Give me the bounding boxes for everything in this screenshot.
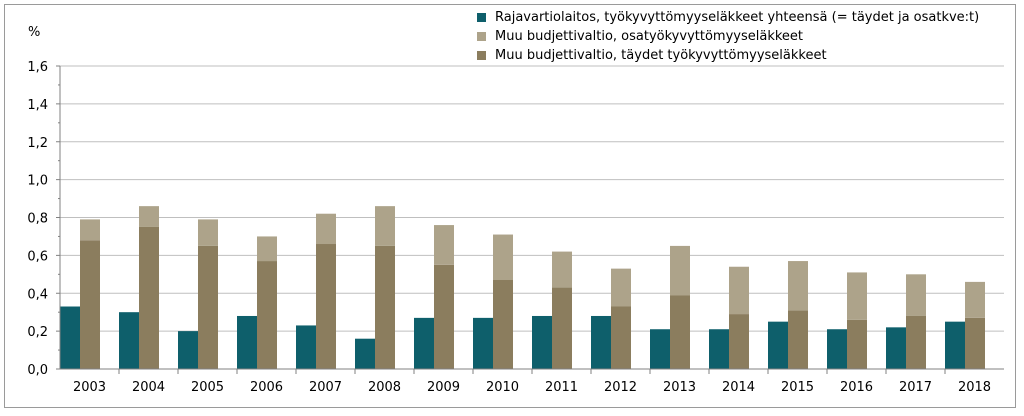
y-tick-label: 0,8 <box>27 212 48 227</box>
bar-2012-taydet <box>611 306 631 369</box>
x-tick-label: 2011 <box>545 380 578 395</box>
bar-2010-taydet <box>493 279 513 369</box>
bar-2008-taydet <box>375 245 395 369</box>
bar-2016-taydet <box>847 319 867 369</box>
bar-2013-rajavartiolaitos <box>650 329 670 369</box>
y-tick-label: 1,0 <box>27 174 48 189</box>
legend-item: Rajavartiolaitos, työkyvyttömyyseläkkeet… <box>477 8 979 27</box>
bar-2017-rajavartiolaitos <box>886 327 906 369</box>
bar-2005-rajavartiolaitos <box>178 331 198 369</box>
bar-2018-osa <box>965 281 985 318</box>
bar-2007-osa <box>316 213 336 245</box>
chart-legend: Rajavartiolaitos, työkyvyttömyyseläkkeet… <box>477 8 979 65</box>
legend-swatch <box>477 13 486 22</box>
bar-2017-taydet <box>906 315 926 369</box>
x-tick-label: 2012 <box>604 380 637 395</box>
bar-2005-osa <box>198 219 218 246</box>
legend-label: Muu budjettivaltio, täydet työkyvyttömyy… <box>495 48 827 63</box>
x-tick-label: 2015 <box>781 380 814 395</box>
bar-2003-osa <box>80 219 100 241</box>
y-tick-label: 1,6 <box>27 60 48 75</box>
bar-2007-rajavartiolaitos <box>296 325 316 369</box>
y-tick-label: 0,6 <box>27 249 48 264</box>
x-tick-label: 2018 <box>958 380 991 395</box>
bar-2008-osa <box>375 206 395 246</box>
x-tick-label: 2008 <box>368 380 401 395</box>
bar-2004-taydet <box>139 226 159 369</box>
bar-2007-taydet <box>316 244 336 369</box>
bar-2014-rajavartiolaitos <box>709 329 729 369</box>
bar-2015-taydet <box>788 310 808 369</box>
legend-swatch <box>477 51 486 60</box>
bar-2015-osa <box>788 261 808 311</box>
bar-2018-rajavartiolaitos <box>945 321 965 369</box>
y-tick-label: 0,2 <box>27 325 48 340</box>
bar-2012-rajavartiolaitos <box>591 315 611 369</box>
legend-item: Muu budjettivaltio, osatyökyvyttömyyselä… <box>477 27 979 46</box>
y-axis-unit-label: % <box>28 25 40 40</box>
bar-2004-rajavartiolaitos <box>119 312 139 369</box>
y-tick-label: 0,0 <box>27 363 48 378</box>
chart-frame <box>4 4 1016 408</box>
bar-2015-rajavartiolaitos <box>768 321 788 369</box>
bar-2003-rajavartiolaitos <box>60 306 80 369</box>
bar-2006-rajavartiolaitos <box>237 315 257 369</box>
x-tick-label: 2014 <box>722 380 755 395</box>
bar-2016-osa <box>847 272 867 320</box>
bar-2011-osa <box>552 251 572 288</box>
legend-swatch <box>477 32 486 41</box>
bar-2012-osa <box>611 268 631 307</box>
bar-2011-rajavartiolaitos <box>532 315 552 369</box>
bar-2018-taydet <box>965 317 985 369</box>
y-tick-label: 1,2 <box>27 136 48 151</box>
bar-2010-osa <box>493 234 513 280</box>
bar-2016-rajavartiolaitos <box>827 329 847 369</box>
bar-2006-taydet <box>257 261 277 369</box>
bar-2009-taydet <box>434 264 454 369</box>
y-tick-label: 0,4 <box>27 287 48 302</box>
x-tick-label: 2005 <box>191 380 224 395</box>
y-tick-label: 1,4 <box>27 98 48 113</box>
x-tick-label: 2009 <box>427 380 460 395</box>
x-tick-label: 2006 <box>250 380 283 395</box>
bar-2003-taydet <box>80 240 100 369</box>
x-tick-label: 2013 <box>663 380 696 395</box>
bar-2005-taydet <box>198 245 218 369</box>
x-tick-label: 2003 <box>73 380 106 395</box>
bar-2014-taydet <box>729 314 749 369</box>
bar-2010-rajavartiolaitos <box>473 317 493 369</box>
bar-2009-osa <box>434 225 454 265</box>
legend-label: Rajavartiolaitos, työkyvyttömyyseläkkeet… <box>495 10 980 25</box>
bar-2008-rajavartiolaitos <box>355 338 375 369</box>
bar-2009-rajavartiolaitos <box>414 317 434 369</box>
x-tick-label: 2017 <box>899 380 932 395</box>
x-tick-label: 2004 <box>132 380 165 395</box>
bar-2004-osa <box>139 206 159 227</box>
bar-2011-taydet <box>552 287 572 369</box>
legend-item: Muu budjettivaltio, täydet työkyvyttömyy… <box>477 46 979 65</box>
bar-2013-taydet <box>670 295 690 369</box>
x-tick-label: 2010 <box>486 380 519 395</box>
x-tick-label: 2016 <box>840 380 873 395</box>
legend-label: Muu budjettivaltio, osatyökyvyttömyyselä… <box>495 29 804 44</box>
bar-2006-osa <box>257 236 277 262</box>
bar-2013-osa <box>670 245 690 296</box>
bar-2017-osa <box>906 274 926 316</box>
bar-2014-osa <box>729 266 749 315</box>
x-tick-label: 2007 <box>309 380 342 395</box>
